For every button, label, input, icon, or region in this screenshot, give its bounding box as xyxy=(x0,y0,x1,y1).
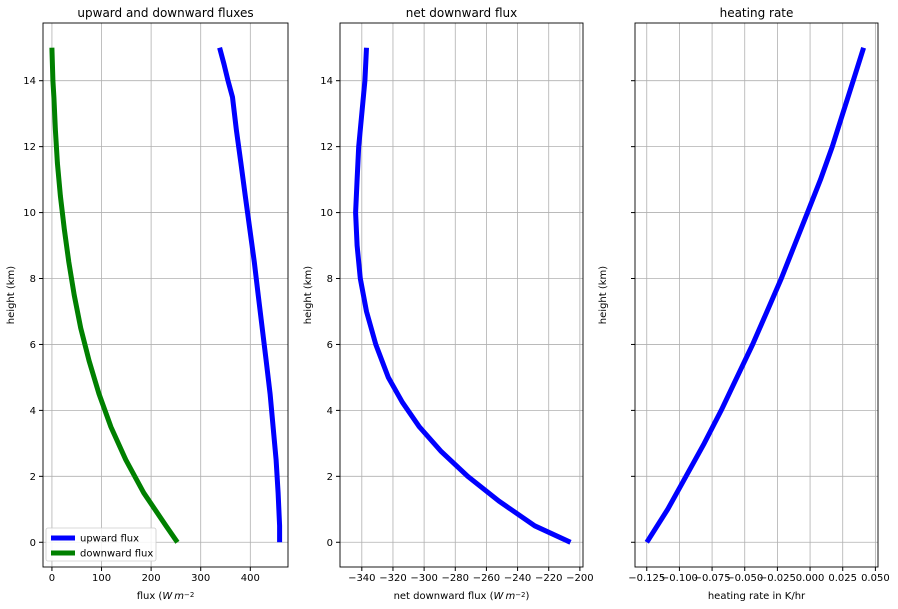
x-tick-label: 400 xyxy=(241,573,260,584)
series-line-1 xyxy=(353,47,572,545)
y-tick-label: 10 xyxy=(23,208,36,219)
x-tick-label: −340 xyxy=(348,573,375,584)
x-axis-label: heating rate in K/hr xyxy=(708,591,806,602)
x-tick-label: −220 xyxy=(535,573,562,584)
legend-label: downward flux xyxy=(80,549,153,560)
x-tick-label: −300 xyxy=(410,573,437,584)
series-line-1 xyxy=(644,46,866,544)
y-axis-label: height (km) xyxy=(303,266,314,324)
x-tick-label: 0 xyxy=(49,573,55,584)
series-line-upward-flux xyxy=(217,47,283,543)
y-axis-label: height (km) xyxy=(598,266,609,324)
plot-area xyxy=(635,23,878,567)
x-tick-label: −240 xyxy=(504,573,531,584)
chart-title: upward and downward fluxes xyxy=(77,6,253,20)
y-tick-label: 2 xyxy=(30,472,36,483)
y-tick-label: 6 xyxy=(30,340,36,351)
y-tick-label: 0 xyxy=(327,538,333,549)
plot-area xyxy=(340,23,583,567)
y-tick-label: 12 xyxy=(320,142,333,153)
x-tick-label: −280 xyxy=(442,573,469,584)
x-tick-label: 0.025 xyxy=(828,573,857,584)
x-tick-label: 0.000 xyxy=(796,573,825,584)
y-tick-label: 4 xyxy=(30,406,36,417)
x-axis-label: net downward flux (W m−2) xyxy=(394,591,530,602)
chart-title: net downward flux xyxy=(406,6,517,20)
legend: upward flux downward flux xyxy=(45,527,157,562)
x-tick-label: 200 xyxy=(142,573,161,584)
legend-label: upward flux xyxy=(80,534,139,545)
y-tick-label: 8 xyxy=(327,274,333,285)
y-tick-label: 6 xyxy=(327,340,333,351)
y-axis-label: height (km) xyxy=(6,266,17,324)
chart-panel-3: −0.125−0.100−0.075−0.050−0.025 0.000 0.025… xyxy=(598,6,890,602)
y-tick-label: 8 xyxy=(30,274,36,285)
series-line-downward-flux xyxy=(49,47,180,544)
axes-frame xyxy=(339,22,584,568)
chart-panel-2: −340 −320 −300 −280 −260 −240 −220 −200 0 2 4 6 8 10 1… xyxy=(303,6,594,602)
y-tick-label: 0 xyxy=(30,538,36,549)
x-tick-label: −0.050 xyxy=(726,573,763,584)
chart-title: heating rate xyxy=(720,6,794,20)
y-tick-label: 12 xyxy=(23,142,36,153)
x-tick-label: 0.050 xyxy=(861,573,890,584)
y-tick-label: 2 xyxy=(327,472,333,483)
x-tick-label: −260 xyxy=(473,573,500,584)
x-tick-label: −0.075 xyxy=(694,573,731,584)
y-tick-label: 10 xyxy=(320,208,333,219)
y-tick-label: 4 xyxy=(327,406,333,417)
plot-area xyxy=(43,23,288,567)
x-tick-label: −200 xyxy=(566,573,593,584)
x-tick-label: 300 xyxy=(191,573,210,584)
x-tick-label: −0.125 xyxy=(628,573,665,584)
axes-frame xyxy=(634,22,879,568)
x-axis-label: flux (W m−2 xyxy=(137,591,195,602)
x-tick-label: 100 xyxy=(92,573,111,584)
y-tick-label: 14 xyxy=(23,76,36,87)
chart-panel-1: 0 100 200 300 400 0 2 4 6 8 10 12 14 upward and downw… xyxy=(6,6,289,602)
x-tick-label: −320 xyxy=(379,573,406,584)
axes-frame xyxy=(42,22,289,568)
y-tick-label: 14 xyxy=(320,76,333,87)
x-tick-label: −0.025 xyxy=(759,573,796,584)
x-tick-label: −0.100 xyxy=(661,573,698,584)
